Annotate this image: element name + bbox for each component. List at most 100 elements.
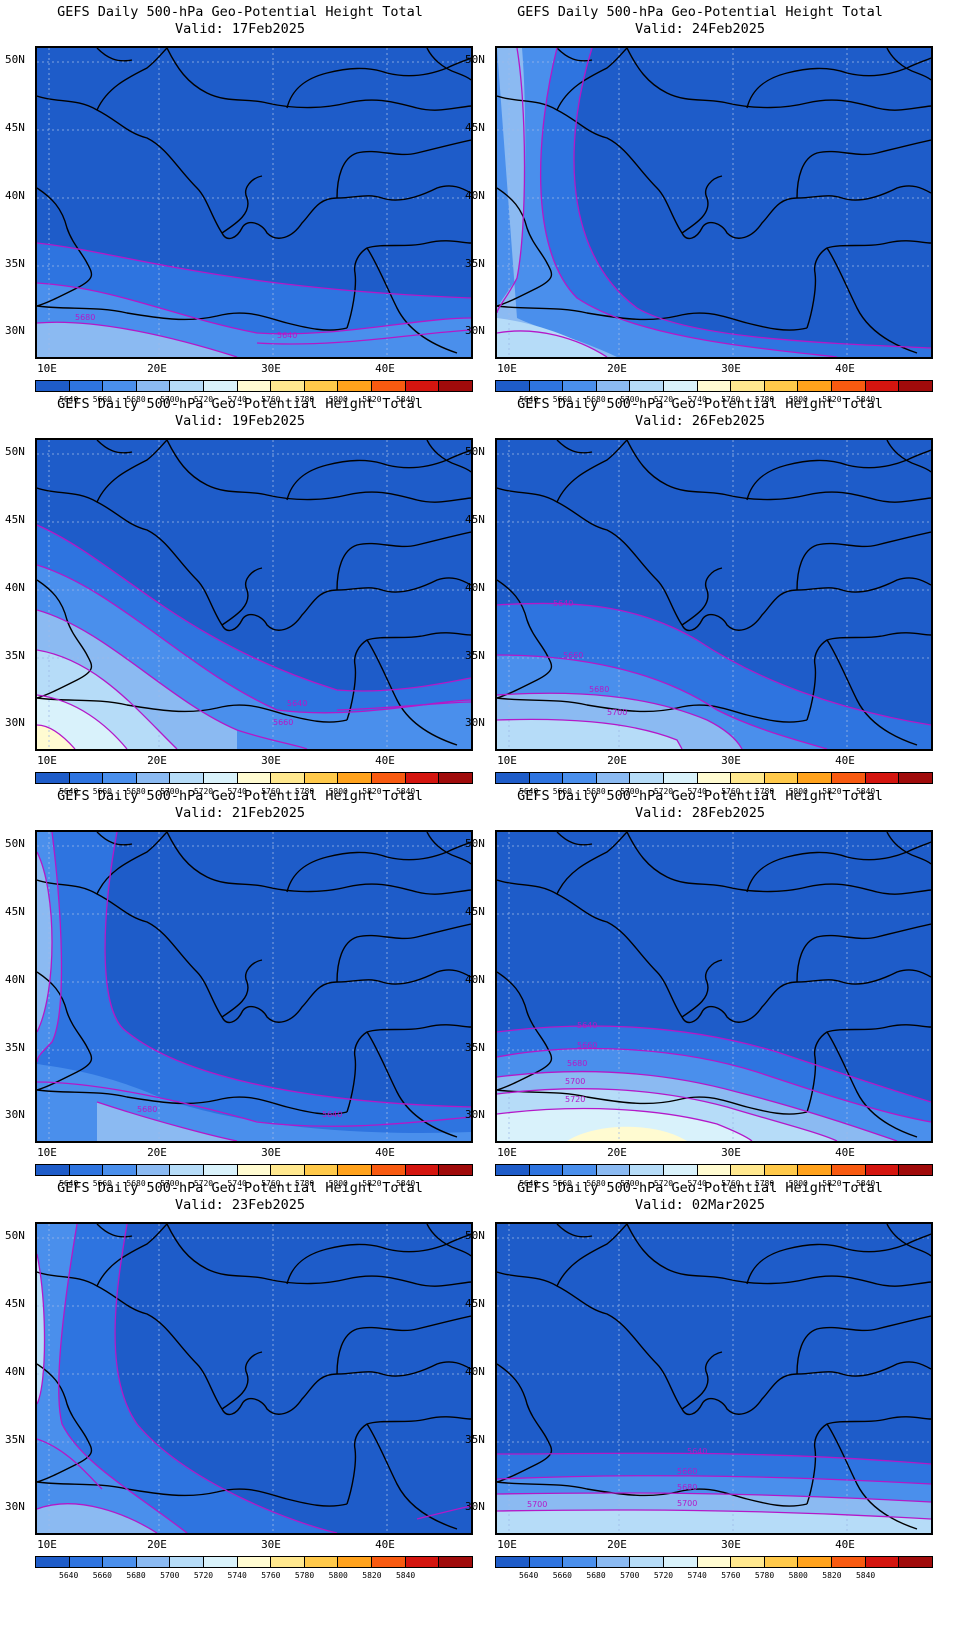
colorbar	[35, 1164, 473, 1176]
colorbar-label: 5780	[294, 787, 315, 796]
panel-title-main: GEFS Daily 500-hPa Geo-Potential Height …	[517, 4, 883, 20]
colorbar-label: 5660	[552, 787, 572, 796]
colorbar-label: 5740	[227, 395, 247, 404]
longitude-tick-label: 30E	[721, 754, 741, 767]
contour-line	[37, 851, 53, 1033]
contour-line	[104, 832, 471, 1108]
colorbar-swatch	[764, 773, 799, 783]
contour-line	[37, 1253, 46, 1405]
contour-line	[573, 48, 931, 349]
colorbar-swatch	[304, 381, 339, 391]
colorbar-label: 5800	[788, 1179, 808, 1188]
colorbar-label: 5700	[160, 395, 180, 404]
map-canvas	[37, 1224, 471, 1533]
contour-line	[37, 1503, 158, 1533]
panel-valid-date: Valid: 19Feb2025	[174, 413, 306, 429]
coastline	[556, 832, 593, 846]
colorbar-label: 5640	[59, 1179, 79, 1188]
colorbar-swatch	[69, 773, 104, 783]
height-band	[37, 852, 52, 1032]
latitude-tick-label: 45N	[5, 121, 25, 134]
colorbar-swatch	[865, 1165, 900, 1175]
coastline	[796, 531, 931, 591]
colorbar-swatch	[338, 381, 373, 391]
geopotential-map: 5640 5660 5680 5700 5700	[495, 1222, 933, 1535]
coastline	[426, 832, 471, 865]
height-band	[37, 832, 471, 1141]
panel-title: GEFS Daily 500-hPa Geo-Potential Height …	[0, 1180, 480, 1214]
contour-line	[497, 1070, 898, 1141]
colorbar-swatch	[136, 773, 171, 783]
coastline	[37, 1089, 348, 1115]
coastline	[497, 579, 553, 699]
colorbar-label: 5800	[788, 1571, 808, 1580]
longitude-tick-label: 10E	[497, 1146, 517, 1159]
colorbar-swatch	[372, 1557, 406, 1567]
colorbar-label: 5660	[92, 1571, 112, 1580]
coastline	[826, 1031, 918, 1138]
colorbar-label: 5840	[395, 1179, 416, 1188]
colorbar-swatch	[664, 381, 698, 391]
colorbar-label: 5720	[193, 395, 214, 404]
geopotential-map	[495, 46, 933, 359]
contour-label: 5680	[567, 1059, 587, 1068]
panel-title-main: GEFS Daily 500-hPa Geo-Potential Height …	[57, 788, 423, 804]
coastline	[746, 1233, 931, 1285]
map-canvas: 5640 5660 5680 5700 5700	[497, 1224, 931, 1533]
coastline	[886, 48, 931, 81]
longitude-tick-label: 40E	[375, 754, 395, 767]
coastline	[497, 305, 808, 331]
colorbar-swatch	[529, 1165, 564, 1175]
coastline	[286, 841, 471, 893]
latitude-tick-label: 40N	[465, 1365, 485, 1378]
colorbar-swatch	[69, 1557, 104, 1567]
latitude-tick-label: 35N	[465, 1433, 485, 1446]
colorbar-label: 5720	[653, 1179, 674, 1188]
coastline	[426, 1224, 471, 1257]
coastline	[497, 1089, 808, 1115]
latitude-tick-label: 50N	[5, 445, 25, 458]
coastline	[366, 247, 458, 354]
colorbar-label: 5760	[261, 787, 281, 796]
coastline	[426, 440, 471, 473]
contour-label: 5640	[277, 331, 297, 340]
colorbar-label: 5820	[822, 1571, 842, 1580]
coastline	[166, 1224, 471, 1287]
coastline	[221, 1351, 263, 1410]
longitude-tick-label: 20E	[607, 1538, 627, 1551]
colorbar-label: 5680	[586, 787, 606, 796]
latitude-tick-label: 50N	[5, 1229, 25, 1242]
coastline	[497, 697, 808, 723]
contour-line	[37, 282, 471, 335]
colorbar-label: 5680	[126, 787, 146, 796]
panel-title: GEFS Daily 500-hPa Geo-Potential Height …	[0, 788, 480, 822]
contour-label: 5660	[677, 1467, 697, 1476]
colorbar-swatch	[439, 1165, 472, 1175]
colorbar-label: 5720	[653, 395, 674, 404]
colorbar-label: 5780	[294, 1571, 315, 1580]
contour-line	[37, 609, 308, 749]
colorbar-label: 5820	[362, 1179, 382, 1188]
forecast-panel: GEFS Daily 500-hPa Geo-Potential Height …	[460, 0, 940, 410]
contour-line	[416, 1505, 471, 1520]
latitude-tick-label: 50N	[465, 53, 485, 66]
longitude-tick-label: 30E	[721, 1146, 741, 1159]
colorbar-swatch	[204, 1557, 238, 1567]
colorbar-swatch	[496, 1557, 530, 1567]
forecast-panel: GEFS Daily 500-hPa Geo-Potential Height …	[0, 1176, 480, 1586]
panel-title-main: GEFS Daily 500-hPa Geo-Potential Height …	[517, 1180, 883, 1196]
forecast-panel: GEFS Daily 500-hPa Geo-Potential Height …	[460, 784, 940, 1194]
colorbar-label: 5820	[822, 787, 842, 796]
colorbar-swatch	[764, 381, 799, 391]
coastline	[37, 1481, 348, 1507]
contour-label: 5720	[565, 1095, 585, 1104]
colorbar-label: 5700	[160, 787, 180, 796]
colorbar-swatch	[865, 381, 900, 391]
colorbar-label: 5820	[822, 1179, 842, 1188]
map-canvas: 5680 5640	[37, 832, 471, 1141]
contour-line	[497, 1107, 753, 1141]
contour-label: 5640	[287, 699, 307, 708]
colorbar-swatch	[69, 1165, 104, 1175]
colorbar-label: 5820	[362, 1571, 382, 1580]
colorbar-swatch	[731, 381, 765, 391]
